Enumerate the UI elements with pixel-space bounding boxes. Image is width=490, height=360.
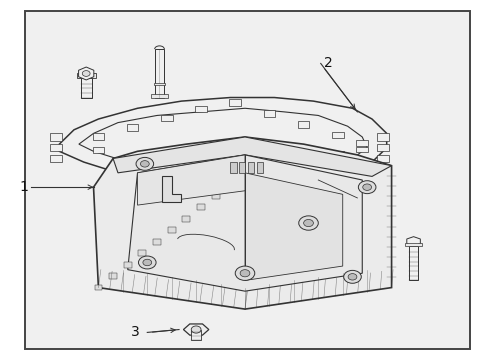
Polygon shape xyxy=(128,155,362,291)
Bar xyxy=(264,165,275,171)
Circle shape xyxy=(141,161,149,167)
Circle shape xyxy=(143,259,152,266)
Circle shape xyxy=(191,326,201,333)
Polygon shape xyxy=(113,137,392,176)
Bar xyxy=(248,162,254,173)
Bar xyxy=(257,162,263,173)
Bar xyxy=(127,124,139,131)
Bar xyxy=(154,82,165,85)
Bar xyxy=(229,99,241,105)
Polygon shape xyxy=(245,173,343,280)
Polygon shape xyxy=(94,137,392,309)
Bar xyxy=(182,216,190,222)
Bar xyxy=(49,144,62,151)
Circle shape xyxy=(343,270,361,283)
Bar xyxy=(49,134,62,140)
Polygon shape xyxy=(138,155,245,205)
Polygon shape xyxy=(78,67,94,80)
Bar xyxy=(139,250,147,256)
Bar xyxy=(49,155,62,162)
Bar xyxy=(93,147,104,153)
Circle shape xyxy=(348,274,357,280)
Bar xyxy=(264,110,275,117)
Circle shape xyxy=(358,181,376,194)
Circle shape xyxy=(304,220,314,226)
Circle shape xyxy=(139,256,156,269)
Bar xyxy=(191,329,201,339)
Bar xyxy=(332,152,343,157)
Polygon shape xyxy=(183,324,209,335)
Bar xyxy=(212,193,220,199)
Bar xyxy=(153,239,161,244)
Circle shape xyxy=(136,157,154,170)
Circle shape xyxy=(363,184,371,190)
Bar xyxy=(195,105,207,112)
Bar xyxy=(109,273,117,279)
Bar xyxy=(377,144,389,151)
Bar xyxy=(155,49,164,98)
Bar xyxy=(81,78,92,98)
Polygon shape xyxy=(162,176,181,202)
Bar xyxy=(230,162,237,173)
Bar xyxy=(405,243,422,246)
Text: 1: 1 xyxy=(20,180,28,194)
Text: 2: 2 xyxy=(324,57,332,71)
Circle shape xyxy=(299,216,318,230)
Polygon shape xyxy=(407,237,420,246)
Bar xyxy=(332,132,343,139)
Bar xyxy=(127,155,139,161)
Bar xyxy=(95,285,102,291)
Text: 3: 3 xyxy=(131,325,140,339)
Bar xyxy=(377,155,389,162)
Bar xyxy=(377,134,389,140)
Bar xyxy=(124,262,132,267)
Bar xyxy=(226,181,234,187)
Polygon shape xyxy=(79,108,367,173)
Bar xyxy=(298,121,310,127)
Bar xyxy=(151,94,168,98)
Bar xyxy=(93,134,104,140)
Bar xyxy=(76,73,96,78)
Bar xyxy=(356,140,368,146)
Bar xyxy=(239,162,245,173)
Bar xyxy=(356,147,368,153)
Circle shape xyxy=(82,71,90,76)
Bar xyxy=(168,227,175,233)
Bar xyxy=(409,246,418,280)
Bar xyxy=(298,158,310,164)
Circle shape xyxy=(235,266,255,280)
Bar xyxy=(229,171,241,177)
Bar xyxy=(195,170,207,176)
Bar xyxy=(161,162,172,168)
Bar xyxy=(161,115,172,121)
Polygon shape xyxy=(59,98,387,184)
Circle shape xyxy=(240,270,250,277)
Bar xyxy=(197,204,205,210)
